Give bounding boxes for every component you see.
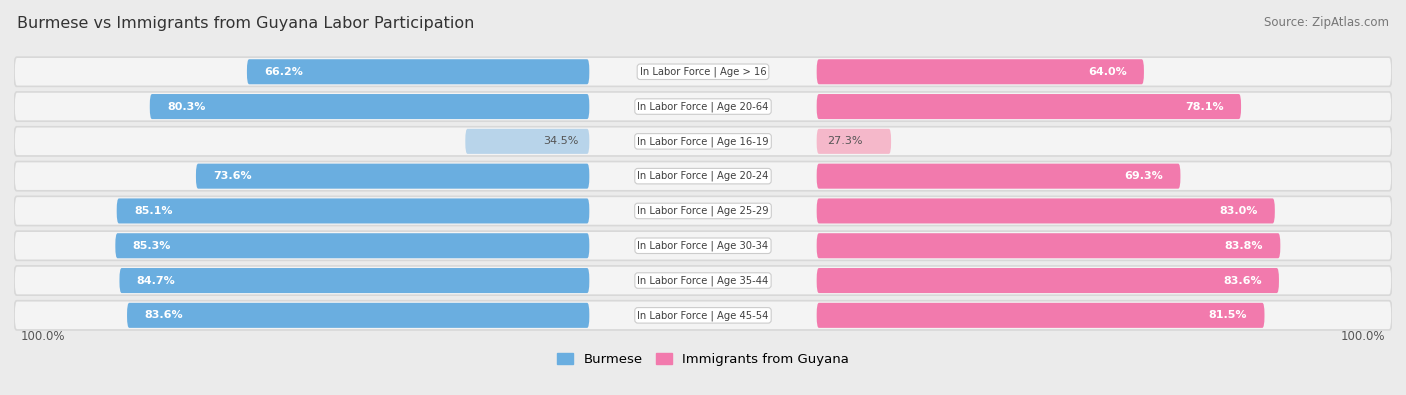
- FancyBboxPatch shape: [817, 59, 1144, 84]
- FancyBboxPatch shape: [195, 164, 589, 189]
- Text: 83.6%: 83.6%: [1223, 276, 1261, 286]
- FancyBboxPatch shape: [817, 129, 891, 154]
- Text: 83.0%: 83.0%: [1219, 206, 1257, 216]
- Text: In Labor Force | Age 25-29: In Labor Force | Age 25-29: [637, 206, 769, 216]
- Text: 84.7%: 84.7%: [136, 276, 176, 286]
- FancyBboxPatch shape: [817, 268, 1279, 293]
- FancyBboxPatch shape: [14, 266, 1392, 295]
- Text: In Labor Force | Age 20-24: In Labor Force | Age 20-24: [637, 171, 769, 181]
- FancyBboxPatch shape: [120, 268, 589, 293]
- Text: Burmese vs Immigrants from Guyana Labor Participation: Burmese vs Immigrants from Guyana Labor …: [17, 16, 474, 31]
- Text: Source: ZipAtlas.com: Source: ZipAtlas.com: [1264, 16, 1389, 29]
- FancyBboxPatch shape: [14, 57, 1392, 87]
- Text: 85.1%: 85.1%: [134, 206, 173, 216]
- FancyBboxPatch shape: [247, 59, 589, 84]
- FancyBboxPatch shape: [14, 92, 1392, 121]
- FancyBboxPatch shape: [150, 94, 589, 119]
- Text: In Labor Force | Age > 16: In Labor Force | Age > 16: [640, 66, 766, 77]
- Text: 27.3%: 27.3%: [827, 136, 862, 147]
- FancyBboxPatch shape: [14, 301, 1392, 330]
- FancyBboxPatch shape: [14, 127, 1392, 156]
- Text: 66.2%: 66.2%: [264, 67, 304, 77]
- Text: 78.1%: 78.1%: [1185, 102, 1223, 111]
- Text: In Labor Force | Age 45-54: In Labor Force | Age 45-54: [637, 310, 769, 321]
- FancyBboxPatch shape: [117, 198, 589, 224]
- Text: In Labor Force | Age 30-34: In Labor Force | Age 30-34: [637, 241, 769, 251]
- FancyBboxPatch shape: [465, 129, 589, 154]
- Text: 83.6%: 83.6%: [145, 310, 183, 320]
- Legend: Burmese, Immigrants from Guyana: Burmese, Immigrants from Guyana: [551, 348, 855, 371]
- FancyBboxPatch shape: [817, 233, 1281, 258]
- FancyBboxPatch shape: [817, 94, 1241, 119]
- Text: In Labor Force | Age 35-44: In Labor Force | Age 35-44: [637, 275, 769, 286]
- FancyBboxPatch shape: [817, 303, 1264, 328]
- FancyBboxPatch shape: [14, 231, 1392, 260]
- Text: 100.0%: 100.0%: [1340, 330, 1385, 343]
- Text: 80.3%: 80.3%: [167, 102, 205, 111]
- Text: 85.3%: 85.3%: [132, 241, 172, 251]
- Text: 73.6%: 73.6%: [214, 171, 252, 181]
- Text: 34.5%: 34.5%: [544, 136, 579, 147]
- Text: In Labor Force | Age 16-19: In Labor Force | Age 16-19: [637, 136, 769, 147]
- FancyBboxPatch shape: [817, 164, 1181, 189]
- Text: 69.3%: 69.3%: [1125, 171, 1163, 181]
- FancyBboxPatch shape: [14, 196, 1392, 226]
- Text: 100.0%: 100.0%: [21, 330, 66, 343]
- Text: 81.5%: 81.5%: [1209, 310, 1247, 320]
- FancyBboxPatch shape: [14, 162, 1392, 191]
- FancyBboxPatch shape: [115, 233, 589, 258]
- FancyBboxPatch shape: [127, 303, 589, 328]
- Text: 64.0%: 64.0%: [1088, 67, 1126, 77]
- Text: In Labor Force | Age 20-64: In Labor Force | Age 20-64: [637, 101, 769, 112]
- Text: 83.8%: 83.8%: [1225, 241, 1263, 251]
- FancyBboxPatch shape: [817, 198, 1275, 224]
